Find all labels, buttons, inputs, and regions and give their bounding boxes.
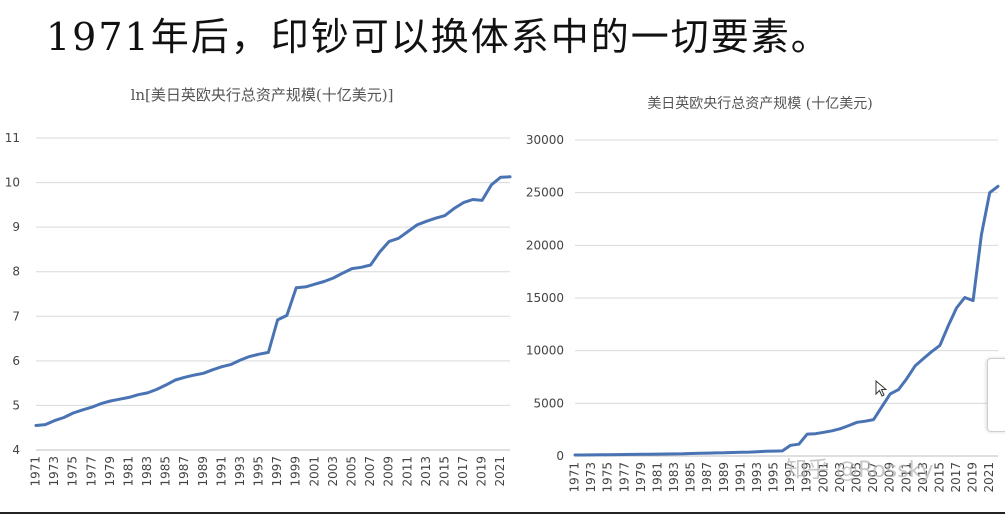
x-tick-label: 2005 — [345, 456, 359, 487]
y-tick-label: 4 — [12, 443, 20, 457]
chart-title: 美日英欧央行总资产规模 (十亿美元) — [647, 95, 872, 112]
x-tick-label: 1971 — [29, 456, 43, 487]
x-tick-label: 1995 — [767, 462, 781, 493]
x-tick-label: 1993 — [233, 456, 247, 487]
x-tick-label: 1983 — [140, 456, 154, 487]
x-tick-label: 1979 — [634, 462, 648, 493]
x-tick-label: 1999 — [289, 456, 303, 487]
series-line — [34, 175, 512, 427]
side-panel-tab[interactable] — [987, 358, 1005, 432]
x-tick-label: 2019 — [966, 462, 980, 493]
bottom-edge — [0, 512, 1005, 514]
x-tick-label: 1985 — [159, 456, 173, 487]
x-tick-label: 1979 — [103, 456, 117, 487]
x-tick-label: 1991 — [214, 456, 228, 487]
x-tick-label: 1989 — [196, 456, 210, 487]
x-tick-label: 1977 — [617, 462, 631, 493]
x-tick-label: 2011 — [899, 462, 913, 493]
x-tick-label: 2007 — [363, 456, 377, 487]
y-tick-label: 11 — [5, 131, 20, 145]
x-tick-label: 1973 — [584, 462, 598, 493]
y-tick-label: 9 — [12, 220, 20, 234]
x-tick-label: 2015 — [932, 462, 946, 493]
x-tick-label: 2005 — [850, 462, 864, 493]
x-tick-label: 2021 — [982, 462, 996, 493]
x-tick-label: 1991 — [733, 462, 747, 493]
x-tick-label: 1995 — [252, 456, 266, 487]
x-tick-label: 1981 — [650, 462, 664, 493]
x-tick-label: 1985 — [684, 462, 698, 493]
y-axis: 4 5 6 7 8 9 10 11 — [5, 131, 20, 457]
x-tick-label: 2009 — [883, 462, 897, 493]
x-tick-label: 2003 — [833, 462, 847, 493]
x-tick-label: 1987 — [177, 456, 191, 487]
y-tick-label: 10 — [5, 176, 20, 190]
x-tick-label: 2007 — [866, 462, 880, 493]
x-tick-label: 2017 — [949, 462, 963, 493]
x-tick-label: 2003 — [326, 456, 340, 487]
x-tick-label: 1989 — [717, 462, 731, 493]
x-tick-label: 2013 — [419, 456, 433, 487]
x-tick-label: 1973 — [47, 456, 61, 487]
x-tick-label: 2001 — [816, 462, 830, 493]
x-tick-label: 2001 — [307, 456, 321, 487]
y-tick-label: 25000 — [526, 186, 564, 200]
chart-title: ln[美日英欧央行总资产规模(十亿美元)] — [131, 86, 394, 104]
x-axis: 1971 1973 1975 1977 1979 1981 1983 1985 1987 1989… — [568, 462, 997, 493]
y-tick-label: 15000 — [526, 291, 564, 305]
x-tick-label: 1981 — [121, 456, 135, 487]
mouse-pointer-icon — [875, 380, 887, 397]
x-tick-label: 1977 — [84, 456, 98, 487]
x-tick-label: 2009 — [382, 456, 396, 487]
y-tick-label: 8 — [12, 265, 20, 279]
x-tick-label: 2019 — [475, 456, 489, 487]
chart-total-assets: 美日英欧央行总资产规模 (十亿美元) 0 5000 10000 15000 20000 2… — [526, 95, 1000, 493]
x-tick-label: 2021 — [493, 456, 507, 487]
y-tick-label: 10000 — [526, 344, 564, 358]
y-tick-label: 0 — [556, 449, 564, 463]
grid — [36, 137, 510, 451]
x-tick-label: 2015 — [437, 456, 451, 487]
x-tick-label: 1997 — [783, 462, 797, 493]
x-tick-label: 1971 — [568, 462, 582, 493]
x-tick-label: 1997 — [270, 456, 284, 487]
x-tick-label: 2013 — [916, 462, 930, 493]
x-tick-label: 1993 — [750, 462, 764, 493]
watermark: 知乎 @Rossky — [785, 458, 934, 483]
y-axis: 0 5000 10000 15000 20000 25000 30000 — [526, 133, 564, 463]
y-tick-label: 5 — [12, 398, 20, 412]
headline: 1971年后，印钞可以换体系中的一切要素。 — [46, 15, 831, 59]
y-tick-label: 6 — [12, 354, 20, 368]
y-tick-label: 30000 — [526, 133, 564, 147]
x-tick-label: 1987 — [700, 462, 714, 493]
x-axis: 1971 1973 1975 1977 1979 1981 1983 1985 1987 1989… — [29, 456, 508, 487]
grid — [575, 139, 998, 457]
y-tick-label: 5000 — [533, 396, 564, 410]
y-tick-label: 20000 — [526, 238, 564, 252]
series-line — [573, 184, 1000, 457]
x-tick-label: 1983 — [667, 462, 681, 493]
x-tick-label: 2017 — [456, 456, 470, 487]
x-tick-label: 1975 — [66, 456, 80, 487]
x-tick-label: 1999 — [800, 462, 814, 493]
x-tick-label: 2011 — [400, 456, 414, 487]
x-tick-label: 1975 — [601, 462, 615, 493]
y-tick-label: 7 — [12, 309, 20, 323]
